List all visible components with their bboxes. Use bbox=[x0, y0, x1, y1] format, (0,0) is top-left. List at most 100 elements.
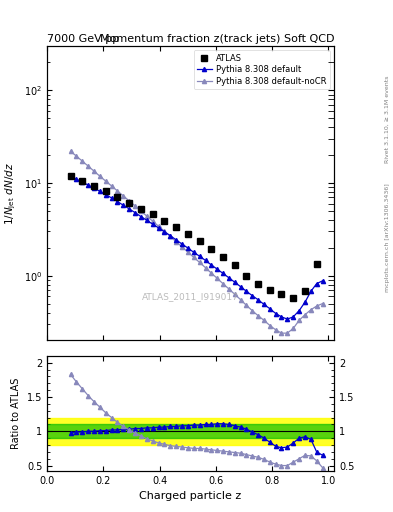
Pythia 8.308 default bbox=[156, 225, 161, 231]
Pythia 8.308 default-noCR bbox=[150, 218, 155, 224]
Pythia 8.308 default bbox=[220, 270, 225, 276]
ATLAS bbox=[185, 231, 190, 238]
Pythia 8.308 default-noCR bbox=[314, 303, 319, 309]
Pythia 8.308 default bbox=[320, 278, 325, 284]
Pythia 8.308 default-noCR bbox=[285, 330, 290, 336]
Pythia 8.308 default-noCR bbox=[86, 163, 90, 169]
Pythia 8.308 default-noCR bbox=[133, 203, 138, 209]
Pythia 8.308 default-noCR bbox=[250, 308, 255, 314]
Pythia 8.308 default bbox=[98, 188, 103, 195]
ATLAS bbox=[244, 272, 249, 279]
Pythia 8.308 default-noCR bbox=[138, 208, 143, 214]
Pythia 8.308 default-noCR bbox=[74, 153, 79, 159]
Pythia 8.308 default-noCR bbox=[162, 228, 167, 234]
ATLAS bbox=[80, 178, 84, 184]
Pythia 8.308 default bbox=[191, 249, 196, 255]
Pythia 8.308 default-noCR bbox=[297, 317, 301, 324]
Pythia 8.308 default bbox=[232, 279, 237, 285]
ATLAS bbox=[174, 224, 178, 230]
Pythia 8.308 default bbox=[144, 217, 149, 223]
Pythia 8.308 default bbox=[86, 182, 90, 188]
Pythia 8.308 default bbox=[279, 314, 284, 320]
Pythia 8.308 default bbox=[197, 253, 202, 260]
Pythia 8.308 default bbox=[268, 306, 272, 312]
Text: mcplots.cern.ch [arXiv:1306.3436]: mcplots.cern.ch [arXiv:1306.3436] bbox=[385, 183, 389, 292]
Pythia 8.308 default bbox=[314, 281, 319, 287]
Pythia 8.308 default bbox=[115, 199, 120, 205]
Pythia 8.308 default-noCR bbox=[180, 244, 184, 250]
Pythia 8.308 default-noCR bbox=[220, 281, 225, 287]
ATLAS bbox=[256, 281, 261, 287]
Pythia 8.308 default bbox=[262, 302, 266, 308]
Pythia 8.308 default-noCR bbox=[109, 183, 114, 189]
Pythia 8.308 default bbox=[238, 284, 243, 290]
Pythia 8.308 default-noCR bbox=[127, 198, 132, 204]
ATLAS bbox=[150, 211, 155, 217]
Pythia 8.308 default bbox=[291, 314, 296, 320]
Pythia 8.308 default-noCR bbox=[262, 317, 266, 324]
Pythia 8.308 default bbox=[180, 241, 184, 247]
Pythia 8.308 default bbox=[80, 179, 84, 185]
Pythia 8.308 default-noCR bbox=[68, 148, 73, 154]
ATLAS bbox=[314, 261, 319, 267]
Pythia 8.308 default bbox=[250, 292, 255, 298]
Pythia 8.308 default-noCR bbox=[103, 178, 108, 184]
Title: Momentum fraction z(track jets): Momentum fraction z(track jets) bbox=[101, 34, 281, 44]
Pythia 8.308 default-noCR bbox=[274, 327, 278, 333]
Pythia 8.308 default-noCR bbox=[144, 213, 149, 219]
ATLAS bbox=[103, 188, 108, 195]
ATLAS bbox=[291, 294, 296, 301]
ATLAS bbox=[279, 291, 284, 297]
Pythia 8.308 default bbox=[174, 237, 178, 243]
Pythia 8.308 default-noCR bbox=[92, 168, 97, 174]
Pythia 8.308 default-noCR bbox=[279, 330, 284, 336]
Pythia 8.308 default bbox=[127, 206, 132, 212]
Pythia 8.308 default-noCR bbox=[203, 265, 208, 271]
ATLAS bbox=[68, 173, 73, 179]
Pythia 8.308 default-noCR bbox=[303, 312, 307, 318]
Pythia 8.308 default-noCR bbox=[256, 313, 261, 319]
Text: Soft QCD: Soft QCD bbox=[284, 33, 334, 44]
Pythia 8.308 default-noCR bbox=[168, 233, 173, 240]
ATLAS bbox=[303, 288, 307, 294]
Pythia 8.308 default bbox=[109, 195, 114, 201]
Pythia 8.308 default bbox=[74, 176, 79, 182]
Pythia 8.308 default-noCR bbox=[309, 307, 313, 313]
Pythia 8.308 default bbox=[226, 274, 231, 281]
Pythia 8.308 default bbox=[92, 185, 97, 191]
Pythia 8.308 default bbox=[138, 214, 143, 220]
Line: Pythia 8.308 default-noCR: Pythia 8.308 default-noCR bbox=[68, 149, 325, 335]
Pythia 8.308 default-noCR bbox=[226, 286, 231, 292]
Pythia 8.308 default-noCR bbox=[238, 296, 243, 303]
Pythia 8.308 default bbox=[103, 191, 108, 198]
Pythia 8.308 default bbox=[297, 308, 301, 314]
Pythia 8.308 default-noCR bbox=[291, 325, 296, 331]
Pythia 8.308 default bbox=[168, 232, 173, 239]
ATLAS bbox=[209, 246, 213, 252]
Text: Rivet 3.1.10, ≥ 3.1M events: Rivet 3.1.10, ≥ 3.1M events bbox=[385, 76, 389, 163]
ATLAS bbox=[115, 194, 120, 200]
ATLAS bbox=[162, 218, 167, 224]
Pythia 8.308 default bbox=[309, 288, 313, 294]
ATLAS bbox=[197, 238, 202, 244]
Pythia 8.308 default-noCR bbox=[232, 291, 237, 297]
Pythia 8.308 default-noCR bbox=[215, 275, 219, 281]
Line: ATLAS: ATLAS bbox=[67, 173, 320, 301]
Y-axis label: $1/N_\mathrm{jet}\ dN/dz$: $1/N_\mathrm{jet}\ dN/dz$ bbox=[4, 162, 18, 225]
Pythia 8.308 default bbox=[68, 173, 73, 179]
Text: 7000 GeV pp: 7000 GeV pp bbox=[47, 33, 119, 44]
Pythia 8.308 default bbox=[256, 296, 261, 303]
Pythia 8.308 default-noCR bbox=[121, 193, 126, 199]
Pythia 8.308 default-noCR bbox=[80, 158, 84, 164]
Pythia 8.308 default-noCR bbox=[209, 270, 213, 276]
Pythia 8.308 default-noCR bbox=[174, 239, 178, 245]
Pythia 8.308 default-noCR bbox=[98, 173, 103, 179]
Line: Pythia 8.308 default: Pythia 8.308 default bbox=[68, 174, 325, 321]
Pythia 8.308 default bbox=[244, 288, 249, 294]
Pythia 8.308 default bbox=[215, 266, 219, 272]
Pythia 8.308 default bbox=[121, 202, 126, 208]
Legend: ATLAS, Pythia 8.308 default, Pythia 8.308 default-noCR: ATLAS, Pythia 8.308 default, Pythia 8.30… bbox=[193, 50, 330, 89]
Pythia 8.308 default-noCR bbox=[115, 188, 120, 194]
X-axis label: Charged particle z: Charged particle z bbox=[140, 492, 242, 501]
ATLAS bbox=[232, 262, 237, 268]
